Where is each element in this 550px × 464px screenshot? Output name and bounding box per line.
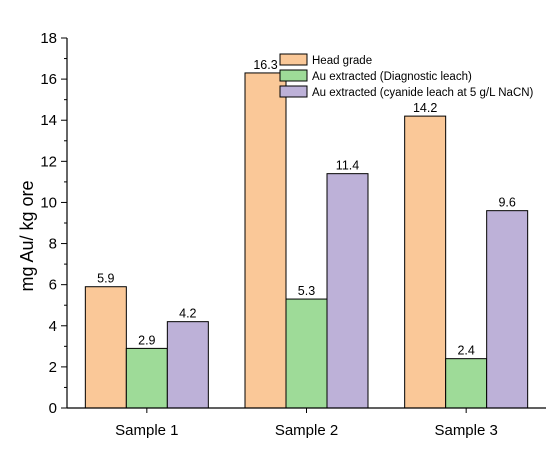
data-label: 5.9 [97, 272, 114, 286]
data-label: 5.3 [298, 284, 315, 298]
x-tick-label: Sample 3 [434, 422, 497, 439]
labels-layer: 5.9 2.9 4.2 Sample 1 16.3 5.3 11.4 Sample 2 14.2… [40, 30, 516, 439]
y-tick-label: 12 [40, 153, 57, 170]
y-tick-label: 18 [40, 30, 57, 47]
legend-label: Head grade [312, 55, 372, 67]
y-tick-label: 0 [49, 400, 57, 417]
y-tick-label: 14 [40, 112, 57, 129]
legend-swatch [279, 85, 308, 98]
axes-layer [61, 37, 546, 413]
data-label: 9.6 [498, 196, 515, 210]
legend-swatch [279, 53, 308, 66]
data-label: 2.9 [138, 333, 155, 347]
x-tick-label: Sample 1 [115, 422, 178, 439]
bar [445, 358, 488, 409]
y-tick-label: 8 [49, 236, 57, 253]
legend-label: Au extracted (Diagnostic leach) [312, 71, 472, 83]
legend-swatch [279, 69, 308, 82]
data-label: 14.2 [413, 101, 437, 115]
y-tick-label: 2 [49, 359, 57, 376]
y-tick-label: 6 [49, 277, 57, 294]
x-tick-label: Sample 2 [275, 422, 338, 439]
bar [125, 347, 168, 409]
legend-label: Au extracted (cyanide leach at 5 g/L NaC… [312, 87, 534, 99]
data-label: 16.3 [253, 58, 277, 72]
data-label: 4.2 [179, 307, 196, 321]
y-tick-label: 10 [40, 194, 57, 211]
data-label: 11.4 [336, 159, 359, 173]
bar [404, 115, 447, 409]
bar [285, 298, 328, 409]
y-tick-label: 4 [49, 318, 57, 335]
y-axis-title: mg Au/ kg ore [17, 180, 37, 291]
bars-layer [84, 72, 529, 409]
bar [84, 286, 127, 409]
legend: Head grade Au extracted (Diagnostic leach… [279, 53, 534, 99]
data-label: 2.4 [457, 344, 474, 358]
bar [244, 72, 287, 409]
y-tick-label: 16 [40, 71, 57, 88]
bar [486, 210, 529, 409]
bar [166, 321, 209, 409]
bar [326, 173, 369, 409]
